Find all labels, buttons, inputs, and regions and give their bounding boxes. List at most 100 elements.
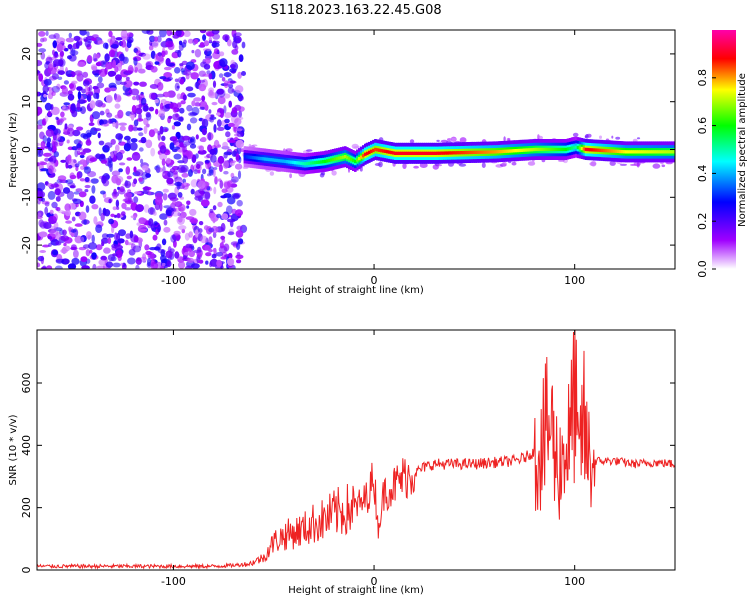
noise-blob [189, 208, 197, 216]
ridge-cell [414, 151, 417, 155]
ridge-cell [335, 156, 339, 161]
ridge-cell [283, 159, 287, 164]
noise-blob [165, 209, 172, 217]
noise-blob [71, 257, 80, 265]
noise-blob [115, 74, 122, 81]
noise-blob [223, 105, 227, 114]
noise-blob [70, 229, 77, 233]
noise-blob [88, 91, 94, 96]
noise-blob [217, 88, 226, 98]
noise-blob [232, 194, 240, 200]
noise-blob [173, 230, 181, 236]
noise-blob [135, 50, 142, 57]
noise-blob [89, 195, 96, 204]
noise-blob [135, 257, 142, 265]
ridge-halo-blob [436, 139, 440, 142]
ridge-cell [632, 150, 636, 154]
noise-blob [178, 203, 186, 212]
ridge-halo-blob [632, 138, 638, 143]
noise-blob [187, 38, 194, 44]
noise-blob [37, 255, 45, 262]
noise-blob [150, 223, 156, 231]
noise-blob [153, 36, 159, 42]
ridge-cell [604, 149, 608, 153]
spectrogram-x-axis-label: Height of straight line (km) [288, 285, 424, 296]
noise-blob [161, 238, 167, 246]
noise-blob [221, 188, 228, 193]
noise-blob [178, 40, 183, 46]
noise-blob [193, 169, 199, 175]
ridge-cell [430, 151, 433, 155]
noise-blob [197, 180, 206, 190]
noise-blob [227, 139, 236, 143]
noise-blob [80, 133, 87, 138]
ridge-cell [346, 156, 349, 160]
noise-blob [208, 92, 218, 99]
noise-blob [66, 127, 75, 137]
ridge-cell [478, 150, 481, 154]
x-tick-label: 100 [564, 274, 585, 287]
noise-blob [68, 226, 72, 232]
ridge-cell [293, 161, 297, 165]
noise-blob [129, 113, 136, 119]
ridge-cell [671, 150, 674, 154]
ridge-cell [265, 157, 269, 161]
noise-blob [126, 40, 132, 49]
noise-blob [62, 229, 67, 236]
noise-blob [80, 151, 86, 155]
noise-blob [165, 40, 174, 48]
noise-blob [82, 244, 91, 249]
noise-blob [174, 251, 180, 259]
noise-blob [159, 30, 167, 38]
noise-blob [104, 87, 112, 93]
noise-blob [149, 35, 156, 42]
noise-blob [142, 253, 147, 261]
noise-blob [231, 107, 238, 114]
ridge-halo-blob [374, 163, 381, 166]
noise-blob [227, 231, 235, 236]
noise-blob [108, 49, 116, 58]
noise-blob [154, 61, 160, 65]
colorbar-tick-label: 0.6 [696, 117, 709, 135]
noise-blob [100, 212, 105, 222]
snr-y-axis-label: SNR (10 * v/v) [8, 414, 19, 485]
ridge-cell [368, 150, 371, 154]
ridge-cell [594, 148, 598, 152]
noise-blob [236, 225, 243, 231]
noise-blob [223, 170, 229, 175]
noise-blob [133, 191, 142, 195]
noise-blob [223, 80, 229, 89]
noise-blob [55, 116, 59, 120]
noise-blob [135, 107, 143, 115]
noise-blob [95, 100, 104, 107]
noise-blob [123, 79, 133, 88]
noise-blob [107, 237, 112, 244]
noise-blob [112, 59, 116, 69]
noise-blob [91, 185, 96, 194]
noise-blob [161, 262, 166, 267]
noise-blob [223, 72, 232, 78]
noise-blob [62, 105, 66, 110]
noise-blob [37, 124, 43, 130]
ridge-cell [578, 146, 582, 150]
ridge-halo-blob [584, 135, 587, 139]
noise-blob [220, 195, 227, 199]
noise-blob [183, 182, 187, 186]
ridge-cell [602, 148, 606, 153]
ridge-halo-blob [511, 161, 517, 166]
noise-blob [204, 104, 209, 111]
ridge-cell [327, 158, 331, 163]
ridge-cell [446, 151, 449, 155]
ridge-halo-blob [599, 135, 602, 139]
ridge-cell [546, 147, 550, 152]
noise-blob [174, 67, 181, 74]
noise-blob [176, 102, 182, 108]
noise-blob [47, 110, 52, 117]
noise-blob [83, 166, 89, 170]
ridge-cell [586, 147, 590, 152]
noise-blob [114, 94, 122, 103]
noise-blob [76, 171, 80, 180]
noise-blob [169, 31, 179, 36]
noise-blob [133, 178, 138, 185]
noise-blob [190, 263, 200, 269]
